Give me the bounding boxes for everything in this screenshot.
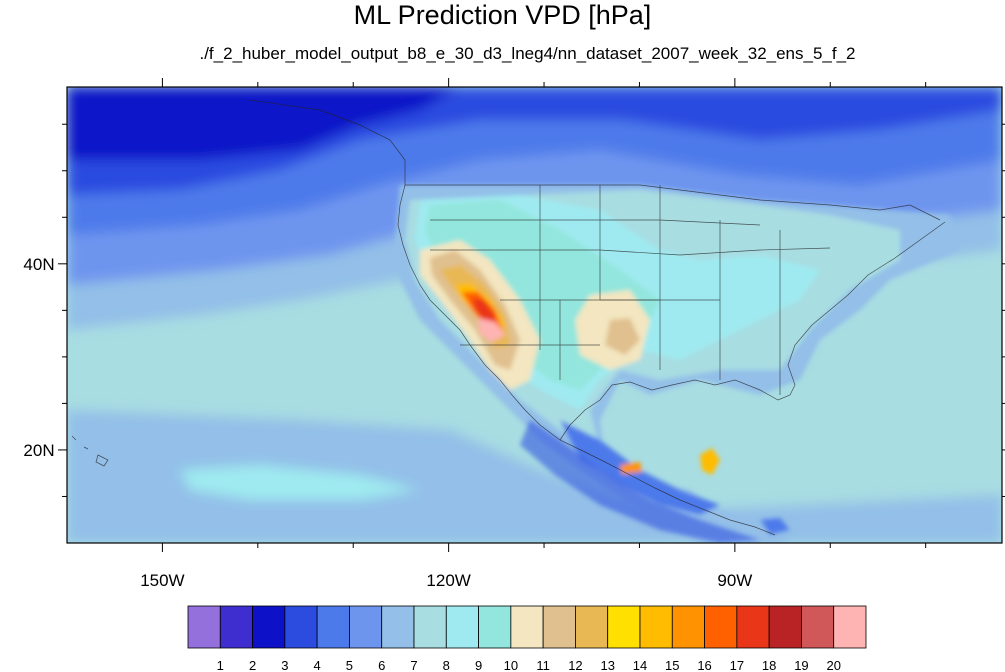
colorbar-level-label: 1 [217, 658, 224, 672]
colorbar-swatch-6 [381, 605, 415, 649]
colorbar-swatch-0 [187, 605, 221, 649]
colorbar-level-label: 14 [633, 658, 647, 672]
colorbar-level-label: 16 [697, 658, 711, 672]
colorbar-level-label: 5 [346, 658, 353, 672]
coastlines [71, 99, 946, 536]
colorbar-level-label: 10 [504, 658, 518, 672]
colorbar-swatch-4 [316, 605, 350, 649]
colorbar-level-label: 6 [378, 658, 385, 672]
colorbar-level-label: 7 [410, 658, 417, 672]
colorbar-level-label: 15 [665, 658, 679, 672]
colorbar-swatch-9 [478, 605, 512, 649]
colorbar-level-label: 19 [794, 658, 808, 672]
colorbar-swatch-15 [671, 605, 705, 649]
colorbar-level-label: 18 [762, 658, 776, 672]
colorbar-level-label: 3 [281, 658, 288, 672]
colorbar-level-label: 13 [600, 658, 614, 672]
colorbar-swatch-10 [510, 605, 544, 649]
colorbar-level-label: 12 [568, 658, 582, 672]
colorbar-swatch-16 [704, 605, 738, 649]
axis-ticks: 150W 120W 90W 40N 20N [23, 78, 1005, 590]
map-title: ML Prediction VPD [hPa] [353, 0, 652, 30]
colorbar-level-label: 2 [249, 658, 256, 672]
colorbar-level-label: 11 [536, 658, 550, 672]
colorbar-swatch-7 [413, 605, 447, 649]
colorbar-swatch-14 [639, 605, 673, 649]
colorbar-swatch-3 [284, 605, 318, 649]
lat-tick-label: 40N [23, 255, 54, 274]
colorbar-level-label: 9 [475, 658, 482, 672]
colorbar-swatch-17 [736, 605, 770, 649]
lon-tick-label: 120W [426, 571, 470, 590]
plot-frame [66, 86, 1003, 544]
colorbar-swatch-8 [445, 605, 479, 649]
colorbar-swatch-5 [349, 605, 383, 649]
colorbar-swatch-11 [542, 605, 576, 649]
colorbar-swatch-12 [575, 605, 609, 649]
colorbar-level-label: 4 [314, 658, 321, 672]
colorbar-swatch-19 [801, 605, 835, 649]
lat-tick-label: 20N [23, 441, 54, 460]
colorbar-swatch-18 [768, 605, 802, 649]
colorbar-swatch-1 [219, 605, 253, 649]
colorbar-level-label: 8 [443, 658, 450, 672]
colorbar: 1 2 3 4 5 6 7 8 9 10 11 12 13 14 15 16 17 18 19 20 [187, 605, 867, 672]
vpd-field [67, 87, 1002, 543]
colorbar-swatch-13 [607, 605, 641, 649]
colorbar-level-label: 17 [730, 658, 744, 672]
map-subtitle: ./f_2_huber_model_output_b8_e_30_d3_lneg… [199, 44, 856, 63]
colorbar-level-label: 20 [826, 658, 840, 672]
colorbar-swatch-2 [252, 605, 286, 649]
colorbar-swatch-20 [833, 605, 867, 649]
lon-tick-label: 90W [717, 571, 752, 590]
lon-tick-label: 150W [140, 571, 184, 590]
